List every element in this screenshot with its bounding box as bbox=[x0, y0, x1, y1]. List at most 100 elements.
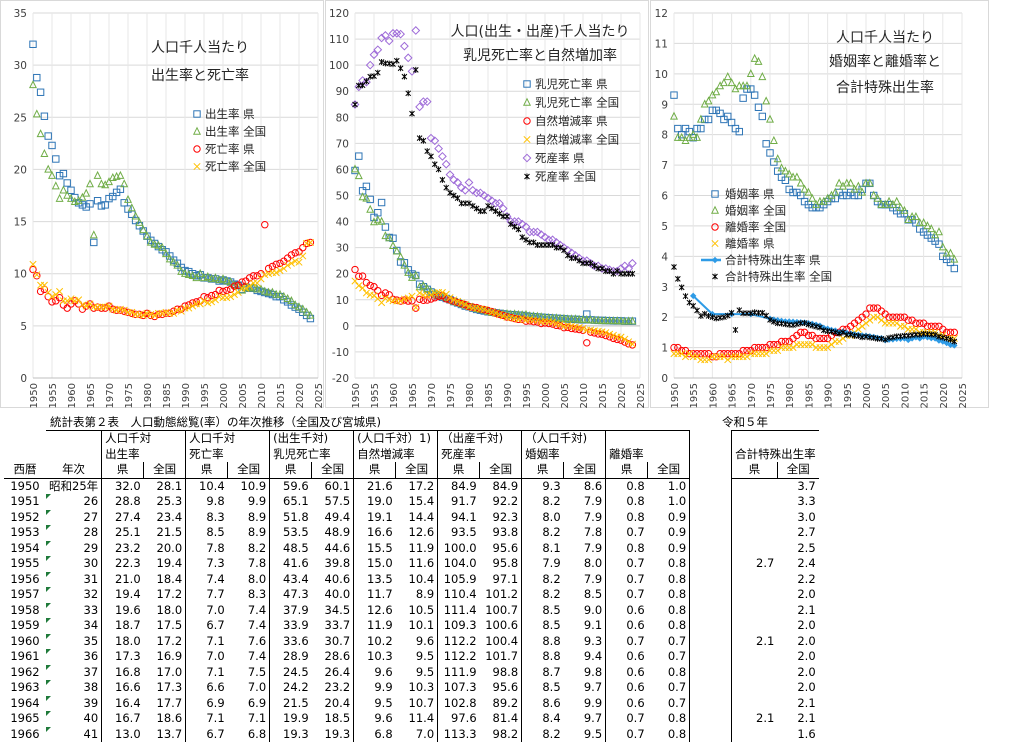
data-point bbox=[188, 270, 197, 278]
data-point bbox=[916, 319, 924, 327]
tfr-header-top bbox=[731, 430, 819, 447]
data-point bbox=[423, 284, 432, 293]
legend-label: 出生率 全国 bbox=[205, 125, 266, 139]
x-tick-label: 1980 bbox=[785, 383, 796, 408]
data-point bbox=[276, 267, 284, 275]
value-cell: 95.8 bbox=[492, 556, 519, 570]
value-cell: 15.4 bbox=[408, 494, 435, 508]
y-tick-label: 20 bbox=[14, 164, 27, 176]
table-row: 1964 39 16.4 17.7 6.9 6.9 21.5 20.4 9.5 10.7 102.8… bbox=[4, 695, 923, 711]
value-cell: 19.4 bbox=[101, 587, 144, 603]
value-cell: 28.9 bbox=[269, 649, 312, 665]
series-5 bbox=[352, 57, 636, 277]
value-cell: 7.4 bbox=[247, 649, 267, 663]
value-cell: 10.1 bbox=[408, 618, 435, 632]
chart-infant-natural: -20 -10 0 10 20 30 40 50 60 70 80 90 100 110 120 1950 19… bbox=[325, 0, 650, 410]
y-tick-label: 0 bbox=[20, 373, 27, 385]
data-point bbox=[698, 312, 704, 319]
data-point bbox=[161, 249, 171, 258]
sub-header-nat: 全国 bbox=[479, 462, 522, 479]
value-cell: 7.9 bbox=[583, 509, 603, 524]
value-cell: 43.4 bbox=[269, 571, 312, 587]
value-cell: 47.3 bbox=[269, 587, 312, 603]
value-cell: 9.8 bbox=[185, 494, 228, 510]
chart-birth-death: 0 5 10 15 20 25 30 35 1950 1955 1960 1965 1970 1975 19… bbox=[0, 0, 325, 410]
data-point bbox=[724, 312, 731, 319]
data-point bbox=[678, 284, 685, 291]
sub-header-pref: 県 bbox=[185, 462, 228, 479]
era-cell: 昭和25年 bbox=[49, 478, 99, 493]
data-point bbox=[735, 127, 743, 136]
data-point bbox=[424, 148, 431, 155]
data-point bbox=[416, 289, 424, 297]
y-tick-label: 2 bbox=[661, 312, 668, 324]
data-point bbox=[557, 244, 564, 251]
data-point bbox=[222, 276, 231, 285]
x-tick-label: 1990 bbox=[181, 383, 192, 408]
data-point bbox=[465, 303, 473, 311]
value-cell: 0.7 bbox=[605, 726, 648, 742]
legend-marker bbox=[523, 117, 531, 125]
data-point bbox=[434, 292, 443, 301]
data-point bbox=[412, 304, 420, 312]
data-point bbox=[873, 193, 882, 202]
data-point bbox=[28, 80, 38, 89]
legend-label: 出生率 県 bbox=[205, 107, 255, 121]
data-point bbox=[464, 178, 474, 187]
data-point bbox=[805, 321, 812, 328]
value-cell: 0.8 bbox=[667, 587, 687, 601]
sub-header-pref: 県 bbox=[605, 462, 648, 479]
data-point bbox=[268, 287, 277, 296]
cell bbox=[689, 446, 732, 462]
tfr-pref-cell bbox=[731, 525, 778, 541]
value-cell: 93.8 bbox=[492, 525, 519, 539]
value-cell: 94.1 bbox=[437, 509, 480, 525]
header-row-1: 人口千対 人口千対 (出生千対) (人口千対）1) （出産千対) （人口千対) bbox=[4, 430, 923, 447]
cell bbox=[689, 680, 732, 696]
tfr-pref-cell: 2.7 bbox=[731, 556, 778, 572]
data-point bbox=[701, 349, 709, 358]
value-cell: 9.5 bbox=[583, 726, 603, 741]
data-point bbox=[571, 325, 580, 333]
value-cell: 6.8 bbox=[247, 726, 267, 741]
data-point bbox=[142, 231, 152, 240]
group-header-line1: (人口千対）1) bbox=[353, 430, 438, 447]
x-tick-label: 1970 bbox=[105, 383, 116, 408]
era-cell: 32 bbox=[46, 587, 102, 603]
table-row: 1955 30 22.3 19.4 7.3 7.8 41.6 39.8 15.0 11.6 104.… bbox=[4, 556, 923, 572]
data-point bbox=[549, 318, 557, 326]
value-cell: 81.4 bbox=[492, 711, 519, 725]
data-point bbox=[36, 129, 45, 138]
x-tick-label: 2005 bbox=[238, 383, 249, 408]
x-tick-label: 1960 bbox=[67, 383, 78, 408]
data-point bbox=[479, 191, 489, 200]
data-point bbox=[411, 26, 421, 35]
value-cell: 101.7 bbox=[485, 649, 519, 663]
data-point bbox=[427, 295, 435, 303]
data-point bbox=[351, 265, 359, 274]
data-point bbox=[492, 208, 499, 215]
cell bbox=[689, 664, 732, 680]
data-point bbox=[291, 249, 299, 257]
era-cell: 28 bbox=[46, 525, 102, 541]
value-cell: 9.6 bbox=[353, 664, 396, 680]
data-point bbox=[540, 232, 550, 242]
value-cell: 53.5 bbox=[269, 525, 312, 541]
data-point bbox=[620, 261, 630, 271]
value-cell: 8.9 bbox=[247, 525, 267, 539]
value-cell: 7.9 bbox=[583, 540, 603, 555]
value-cell: 9.3 bbox=[521, 478, 564, 494]
y-tick-label: 50 bbox=[336, 191, 349, 203]
data-point bbox=[48, 141, 56, 150]
data-point bbox=[230, 291, 238, 299]
value-cell: 18.0 bbox=[156, 602, 183, 617]
legend-label: 離婚率 県 bbox=[725, 237, 775, 251]
data-point bbox=[773, 154, 782, 163]
data-point bbox=[612, 266, 622, 276]
data-point bbox=[211, 290, 220, 299]
year-cell: 1950 bbox=[10, 478, 40, 493]
table-row: 1953 28 25.1 21.5 8.5 8.9 53.5 48.9 16.6 12.6 93.5… bbox=[4, 525, 923, 541]
data-point bbox=[78, 192, 87, 201]
data-point bbox=[139, 311, 147, 319]
data-point bbox=[381, 289, 390, 297]
